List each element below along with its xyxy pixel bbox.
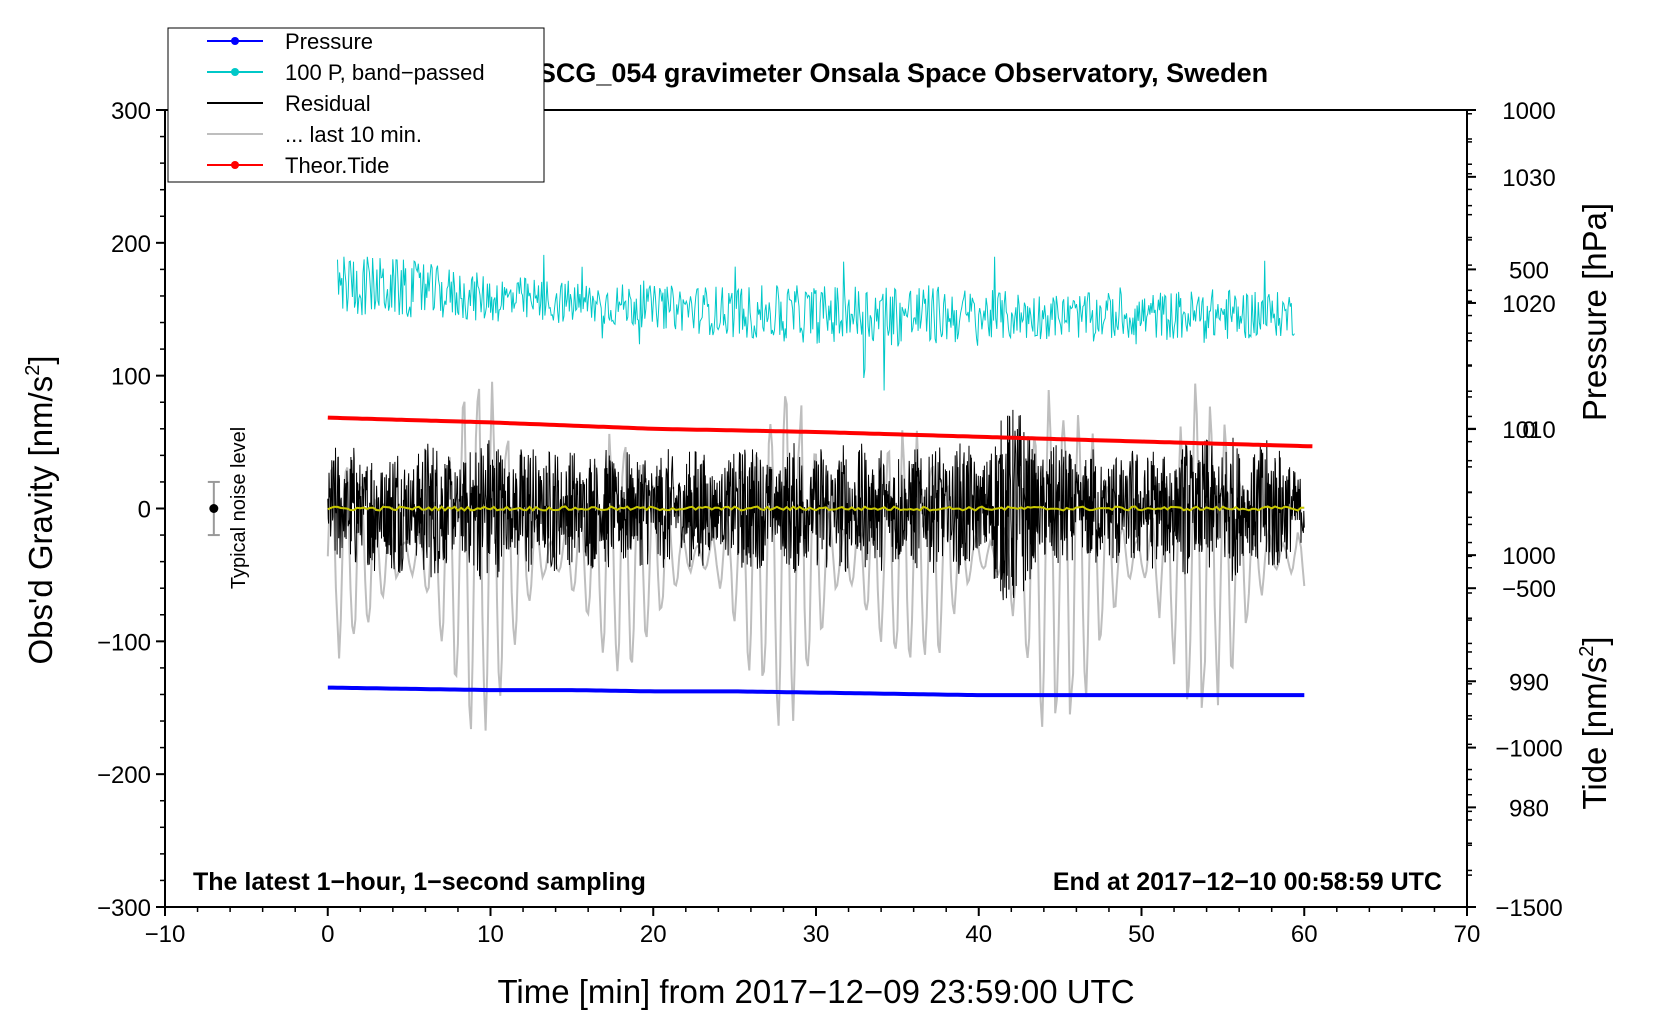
tide-tick-label: −1500 xyxy=(1495,895,1562,922)
last-10-min-series xyxy=(326,381,1306,731)
pressure-series xyxy=(327,685,1305,698)
pressure-tick-label: 990 xyxy=(1509,669,1549,696)
x-tick-label: 60 xyxy=(1291,921,1318,948)
theoretical-tide-series xyxy=(327,415,1313,449)
x-tick-label: 50 xyxy=(1128,921,1155,948)
pressure-axis-ticks: 980 990 1000 1010 1020 1030 xyxy=(1467,113,1556,872)
y-axis-ticks: −300 −200 −100 0 100 200 300 xyxy=(97,98,165,922)
band-passed-line xyxy=(337,254,1295,391)
legend-box xyxy=(167,27,545,183)
residual-smoothed-series xyxy=(327,505,1305,512)
x-tick-label: −10 xyxy=(145,921,186,948)
pressure-tick-label: 1020 xyxy=(1502,291,1555,318)
pressure-tick-label: 1010 xyxy=(1502,417,1555,444)
legend-swatch-marker xyxy=(231,161,239,169)
legend-label: Pressure xyxy=(285,29,373,54)
last-10-min-line xyxy=(326,381,1306,731)
y-tick-label: −100 xyxy=(97,629,151,656)
pressure-tick-label: 1030 xyxy=(1502,165,1555,192)
legend-label: Theor.Tide xyxy=(285,153,389,178)
tide-axis-ticks: −1500 −1000 −500 0 500 1000 xyxy=(1467,98,1563,922)
tide-tick-label: −500 xyxy=(1502,576,1556,603)
y-tick-label: 100 xyxy=(111,364,151,391)
y-axis-label-pressure: Pressure [hPa] xyxy=(1576,203,1613,421)
annotation-sampling: The latest 1−hour, 1−second sampling xyxy=(193,868,646,896)
x-tick-label: 70 xyxy=(1454,921,1481,948)
legend-label: Residual xyxy=(285,91,371,116)
x-axis-ticks: −10 0 10 20 30 40 50 60 70 xyxy=(145,907,1481,948)
legend-label: 100 P, band−passed xyxy=(285,60,485,85)
y-axis-label-gravity: Obs'd Gravity [nm/s2] xyxy=(22,356,59,665)
tide-tick-label: 1000 xyxy=(1502,98,1555,125)
residual-line xyxy=(327,409,1305,601)
y-tick-label: −300 xyxy=(97,895,151,922)
band-passed-pressure-series xyxy=(337,254,1295,391)
pressure-tick-label: 980 xyxy=(1509,795,1549,822)
legend: Pressure 100 P, band−passed Residual ... la… xyxy=(167,27,545,183)
tide-tick-label: 500 xyxy=(1509,257,1549,284)
residual-series xyxy=(327,409,1305,601)
chart-title: SCG_054 gravimeter Onsala Space Observat… xyxy=(538,58,1268,88)
pressure-line xyxy=(327,685,1305,698)
y-tick-label: 300 xyxy=(111,98,151,125)
y-axis-label-tide: Tide [nm/s2] xyxy=(1576,636,1613,809)
noise-level-bar xyxy=(207,480,220,537)
pressure-tick-label: 1000 xyxy=(1502,543,1555,570)
x-tick-label: 20 xyxy=(640,921,667,948)
x-tick-label: 0 xyxy=(321,921,334,948)
x-tick-label: 10 xyxy=(477,921,504,948)
y-tick-label: 200 xyxy=(111,231,151,258)
tide-tick-label: 0 xyxy=(1522,417,1535,444)
noise-level-label: Typical noise level xyxy=(228,427,250,589)
legend-swatch-marker xyxy=(231,68,239,76)
x-tick-label: 40 xyxy=(965,921,992,948)
legend-swatch-marker xyxy=(231,37,239,45)
residual-smoothed-line xyxy=(327,505,1305,512)
x-tick-label: 30 xyxy=(803,921,830,948)
noise-bar-dot xyxy=(209,504,219,513)
annotation-end-time: End at 2017−12−10 00:58:59 UTC xyxy=(1053,868,1442,896)
x-axis-label: Time [min] from 2017−12−09 23:59:00 UTC xyxy=(497,973,1134,1010)
tide-tick-label: −1000 xyxy=(1495,736,1562,763)
theoretical-tide-line xyxy=(327,415,1313,449)
legend-label: ... last 10 min. xyxy=(285,122,422,147)
y-tick-label: 0 xyxy=(138,497,151,524)
y-tick-label: −200 xyxy=(97,762,151,789)
